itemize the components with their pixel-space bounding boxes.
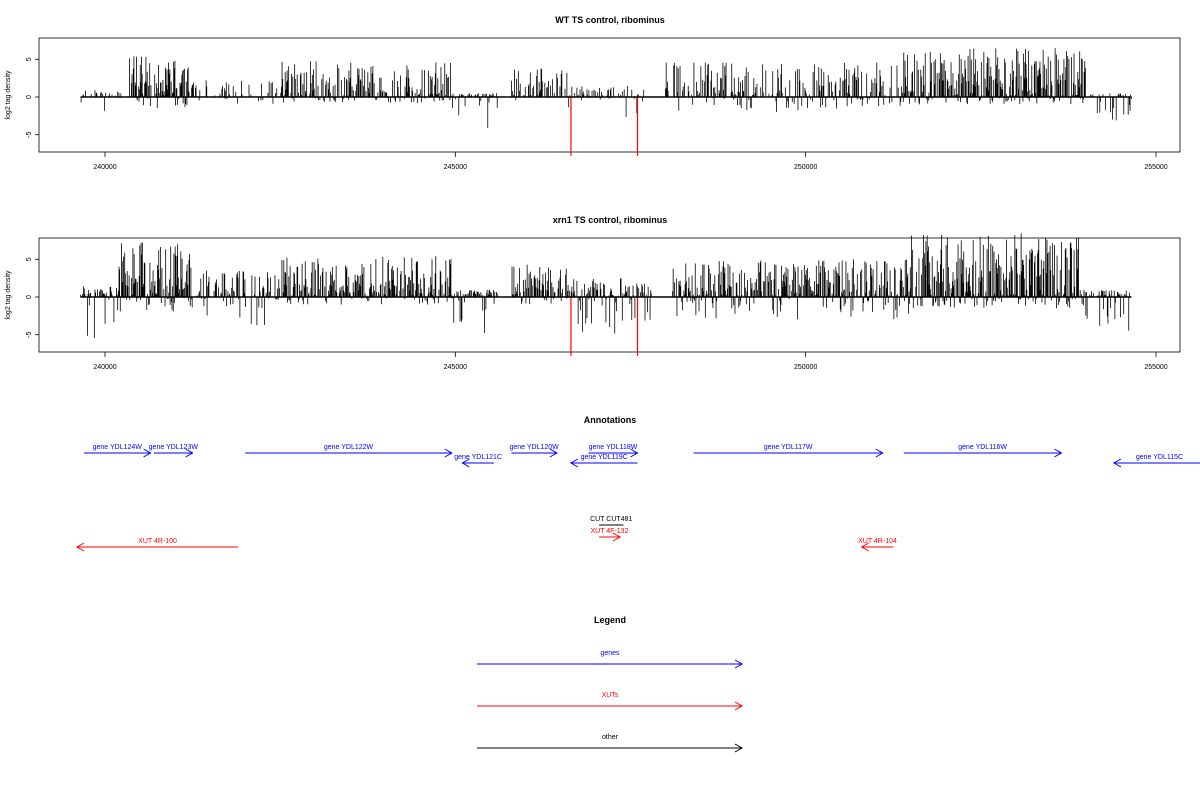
feature-arrow <box>693 448 884 458</box>
y-tick-label: 5 <box>26 57 33 61</box>
legend-arrow <box>477 701 744 711</box>
arrow-head <box>875 448 884 458</box>
annotations-title: Annotations <box>584 415 637 425</box>
legend-arrow <box>477 743 744 753</box>
arrow-head <box>75 542 85 552</box>
wt-plot-frame <box>38 37 1181 153</box>
feature-arrow <box>154 448 194 458</box>
x-tick-label: 250000 <box>794 364 817 371</box>
feature-label: gene YDL122W <box>324 444 374 451</box>
arrow-head <box>734 701 744 711</box>
feature-arrow <box>511 448 558 458</box>
feature-arrow <box>903 448 1063 458</box>
wt-signal-bars <box>80 48 1132 156</box>
x-tick-label: 245000 <box>444 164 467 171</box>
feature-label: gene YDL116W <box>958 444 1007 451</box>
x-tick-label: 255000 <box>1144 364 1167 371</box>
feature-label: gene YDL115C <box>1136 454 1183 461</box>
xrn1-signal-bars <box>80 233 1130 356</box>
feature-label: XUT 4R-100 <box>138 538 177 545</box>
feature-arrow <box>83 448 152 458</box>
feature-arrow <box>569 458 638 468</box>
arrow-head <box>612 532 621 542</box>
y-tick-label: -5 <box>26 331 33 337</box>
feature-label: gene YDL121C <box>454 454 502 461</box>
feature-label: gene YDL124W <box>93 444 143 451</box>
wt-y-axis-label: log2 tag density <box>5 70 12 120</box>
legend-entries: genes XUTs other <box>477 650 744 753</box>
x-tick-label: 250000 <box>794 164 817 171</box>
feature-label: XUT 4F-132 <box>590 528 628 535</box>
xrn1-axes: -5 0 5 240000 245000 250000 255000 <box>26 257 1168 371</box>
xrn1-signal-panel: xrn1 TS control, ribominus log2 tag dens… <box>5 215 1181 371</box>
arrow-head <box>569 458 579 468</box>
wt-signal-panel: WT TS control, ribominus log2 tag densit… <box>5 15 1181 171</box>
legend-panel: Legend genes XUTs other <box>477 615 744 753</box>
arrow-head <box>734 743 744 753</box>
arrow-head <box>1054 448 1063 458</box>
arrow-head <box>860 542 869 552</box>
arrow-head <box>1112 458 1122 468</box>
wt-panel-title: WT TS control, ribominus <box>555 15 665 25</box>
arrow-head <box>143 448 152 458</box>
feature-arrow <box>1112 458 1200 468</box>
y-tick-label: 0 <box>26 295 33 299</box>
arrow-head <box>734 659 744 669</box>
y-tick-label: -5 <box>26 131 33 137</box>
legend-label: genes <box>600 650 620 657</box>
x-tick-label: 240000 <box>93 364 116 371</box>
arrow-head <box>444 448 453 458</box>
legend-arrow <box>477 659 744 669</box>
feature-arrow <box>860 542 894 552</box>
xrn1-panel-title: xrn1 TS control, ribominus <box>553 215 668 225</box>
feature-label: gene YDL117W <box>764 444 813 451</box>
feature-label: CUT CUT481 <box>590 516 632 523</box>
arrow-head <box>549 448 558 458</box>
arrow-head <box>630 448 639 458</box>
xrn1-y-axis-label: log2 tag density <box>5 270 12 320</box>
annotation-features: gene YDL124W gene YDL123W gene YDL122W gene… <box>75 444 1200 552</box>
x-tick-label: 245000 <box>444 364 467 371</box>
y-tick-label: 0 <box>26 95 33 99</box>
wt-axes: -5 0 5 240000 245000 250000 255000 <box>26 57 1168 171</box>
y-tick-label: 5 <box>26 257 33 261</box>
legend-label: other <box>602 734 619 741</box>
feature-arrow <box>588 448 639 458</box>
feature-label: gene YDL118W <box>589 444 638 451</box>
xrn1-plot-frame <box>38 237 1181 353</box>
feature-label: XUT 4R-104 <box>858 538 897 545</box>
feature-arrow <box>75 542 239 552</box>
feature-arrow <box>461 458 494 468</box>
x-tick-label: 255000 <box>1144 164 1167 171</box>
arrow-head <box>461 458 470 468</box>
legend-title: Legend <box>594 615 626 625</box>
feature-arrow <box>245 448 453 458</box>
feature-label: gene YDL119C <box>581 454 628 461</box>
feature-arrow <box>598 532 621 542</box>
x-tick-label: 240000 <box>93 164 116 171</box>
annotations-panel: Annotations gene YDL124W gene YDL123W gene… <box>75 415 1200 552</box>
feature-label: gene YDL123W <box>149 444 199 451</box>
feature-label: gene YDL120W <box>510 444 560 451</box>
arrow-head <box>185 448 194 458</box>
legend-label: XUTs <box>602 692 619 699</box>
